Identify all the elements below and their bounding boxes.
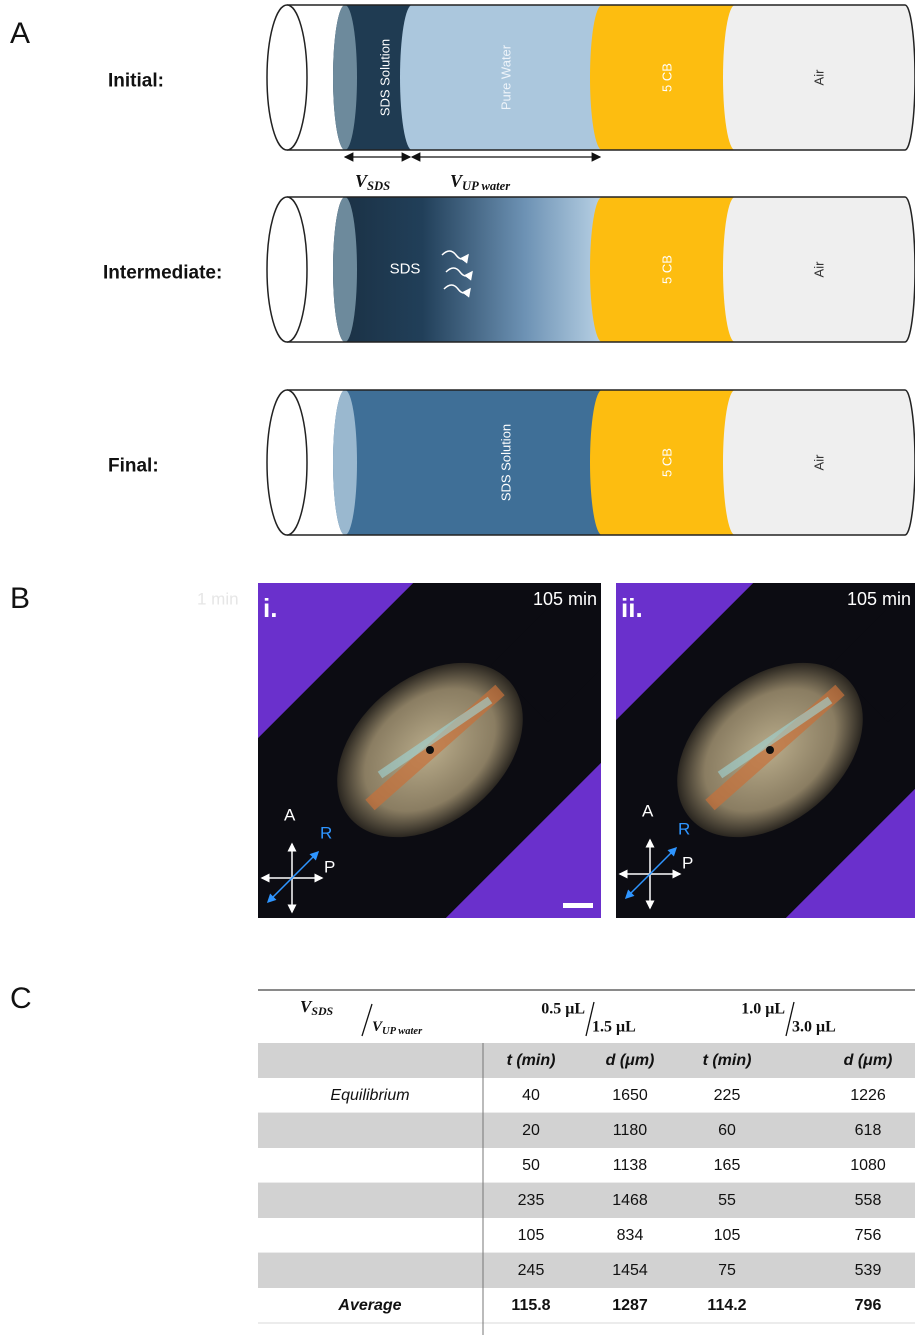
defect	[426, 746, 434, 754]
table-cell: 618	[855, 1122, 882, 1139]
table-cell: 1080	[850, 1157, 886, 1174]
table-cell: 1287	[612, 1297, 648, 1314]
image-label: ii.	[621, 593, 643, 623]
group-numerator: 0.5 μL	[541, 1001, 585, 1018]
row-label: Final:	[108, 456, 159, 477]
table-cell: 225	[714, 1087, 741, 1104]
volume-label: VUP water	[450, 171, 510, 193]
table-cell: 1180	[613, 1122, 648, 1139]
header-numerator: VSDS	[300, 997, 334, 1018]
column-header: t (min)	[507, 1052, 556, 1069]
subscript: SDS	[311, 1004, 333, 1018]
row-label: Intermediate:	[103, 263, 222, 284]
axis-label: R	[320, 823, 332, 842]
segment-label: SDS	[390, 260, 421, 277]
column-header: d (μm)	[844, 1052, 893, 1069]
tube-segment	[333, 197, 614, 342]
table-cell: 165	[714, 1157, 741, 1174]
row-band	[258, 1183, 915, 1218]
segment-label: Air	[811, 261, 826, 278]
table-cell: 796	[855, 1297, 882, 1314]
tube-opening	[267, 5, 307, 150]
tube-segment	[333, 390, 614, 535]
subscript: SDS	[367, 179, 390, 193]
table-cell: 20	[522, 1122, 540, 1139]
segment-label: 5 CB	[659, 448, 674, 477]
table-cell: 558	[855, 1192, 882, 1209]
table-cell: 75	[718, 1262, 736, 1279]
panel-label: A	[10, 17, 30, 50]
row-band	[258, 1113, 915, 1148]
group-denominator: 3.0 μL	[792, 1019, 836, 1036]
figure: A B C SDS Solution Pure Water 5 CB Air Initial:…	[0, 0, 915, 1335]
table-cell: 55	[718, 1192, 736, 1209]
axis-label: A	[284, 805, 296, 824]
subscript: UP water	[382, 1026, 423, 1037]
table-cell: 1468	[612, 1192, 648, 1209]
axis-label: A	[642, 801, 654, 820]
group-numerator: 1.0 μL	[741, 1001, 785, 1018]
panel-label: C	[10, 982, 32, 1015]
table-cell: 60	[718, 1122, 736, 1139]
subheader-band	[258, 1043, 915, 1078]
row-label: Equilibrium	[330, 1087, 409, 1104]
segment-face	[333, 5, 357, 150]
table-cell: 114.2	[707, 1297, 746, 1314]
scale-bar	[563, 903, 593, 908]
image-label: i.	[263, 593, 277, 623]
table-cell: 105	[714, 1227, 741, 1244]
segment-label: SDS Solution	[377, 39, 392, 116]
segment-label: 5 CB	[659, 63, 674, 92]
time-label: 105 min	[847, 589, 911, 609]
segment-label: Air	[811, 69, 826, 86]
axis-label: R	[678, 819, 690, 838]
table-cell: 50	[522, 1157, 540, 1174]
table-cell: 1650	[612, 1087, 648, 1104]
table-cell: 105	[518, 1227, 545, 1244]
tube-opening	[267, 197, 307, 342]
fraction-slash	[362, 1004, 372, 1036]
table-cell: 115.8	[511, 1297, 550, 1314]
column-header: t (min)	[703, 1052, 752, 1069]
segment-label: Air	[811, 454, 826, 471]
row-band	[258, 1253, 915, 1288]
table-cell: 245	[518, 1262, 545, 1279]
segment-label: Pure Water	[498, 44, 513, 110]
segment-face	[333, 197, 357, 342]
table-cell: 1226	[850, 1087, 886, 1104]
time-label: 105 min	[533, 589, 597, 609]
segment-label: SDS Solution	[498, 424, 513, 501]
segment-face	[333, 390, 357, 535]
faded-label: 1 min	[197, 589, 239, 608]
segment-label: 5 CB	[659, 255, 674, 284]
subscript: UP water	[462, 179, 510, 193]
panel-label: B	[10, 582, 30, 615]
table-cell: 1138	[613, 1157, 648, 1174]
axis-label: P	[324, 857, 335, 876]
table-cell: 539	[855, 1262, 882, 1279]
defect	[766, 746, 774, 754]
volume-label: VSDS	[355, 171, 390, 193]
table-cell: 1454	[612, 1262, 648, 1279]
page: {"panel_labels": ["A", "B", "C"], "panel…	[0, 0, 915, 1335]
table-cell: 834	[617, 1227, 644, 1244]
table-cell: 235	[518, 1192, 545, 1209]
column-header: d (μm)	[606, 1052, 655, 1069]
tube-opening	[267, 390, 307, 535]
header-denominator: VUP water	[372, 1019, 423, 1037]
axis-label: P	[682, 853, 693, 872]
row-label: Average	[337, 1297, 401, 1314]
table-cell: 756	[855, 1227, 882, 1244]
row-label: Initial:	[108, 71, 164, 92]
group-denominator: 1.5 μL	[592, 1019, 636, 1036]
table-cell: 40	[522, 1087, 540, 1104]
